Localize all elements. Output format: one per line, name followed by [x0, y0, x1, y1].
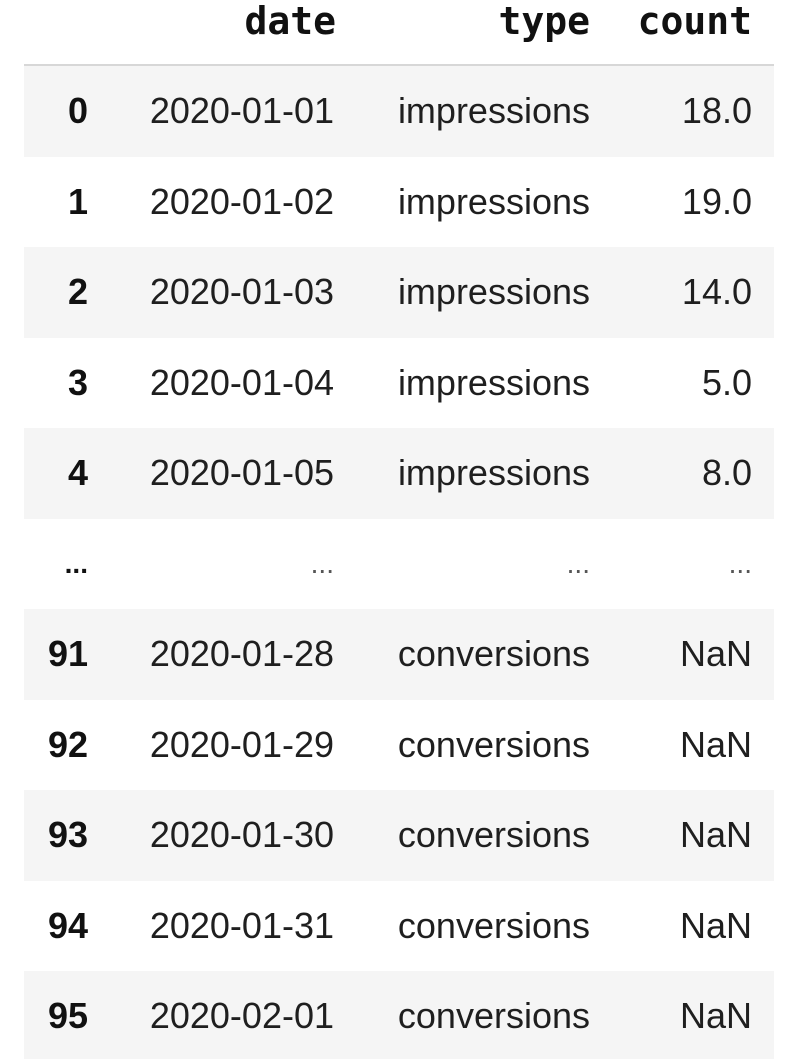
type-cell: conversions	[397, 633, 590, 674]
row-index: 2	[67, 271, 88, 312]
table-row: 92 2020-01-29 conversions NaN	[24, 700, 774, 791]
date-cell: 2020-01-02	[149, 180, 334, 222]
date-cell: 2020-01-04	[149, 361, 334, 403]
row-index: 4	[67, 452, 88, 493]
type-cell: impressions	[397, 271, 590, 312]
date-cell: 2020-01-05	[149, 452, 334, 493]
count-cell: NaN	[679, 904, 752, 946]
count-cell: 18.0	[681, 90, 752, 131]
count-cell: 5.0	[701, 361, 752, 403]
count-cell: 8.0	[701, 452, 752, 493]
table-row: 91 2020-01-28 conversions NaN	[24, 609, 774, 700]
date-cell: 2020-01-29	[149, 723, 334, 765]
column-header-count: count	[637, 0, 752, 43]
row-index: 0	[67, 90, 88, 131]
table-body: 0 2020-01-01 impressions 18.0 1 2020-01-…	[24, 66, 774, 1059]
row-index: 1	[67, 180, 88, 222]
row-index: 93	[47, 814, 88, 855]
truncation-row: ... ... ... ...	[24, 519, 774, 610]
table-row: 1 2020-01-02 impressions 19.0	[24, 157, 774, 248]
table-header: date type count	[0, 0, 800, 64]
row-index: 3	[67, 361, 88, 403]
table-row: 3 2020-01-04 impressions 5.0	[24, 338, 774, 429]
count-cell: 14.0	[681, 271, 752, 312]
date-cell: 2020-01-03	[149, 271, 334, 312]
count-cell: NaN	[679, 723, 752, 765]
column-header-type: type	[498, 0, 590, 43]
count-cell: NaN	[679, 814, 752, 855]
row-index-ellipsis: ...	[64, 547, 88, 579]
type-ellipsis: ...	[566, 547, 590, 579]
count-cell: NaN	[679, 633, 752, 674]
header-divider	[24, 64, 774, 66]
row-index: 95	[47, 995, 88, 1036]
date-cell: 2020-01-28	[149, 633, 334, 674]
type-cell: conversions	[397, 723, 590, 765]
table-row: 93 2020-01-30 conversions NaN	[24, 790, 774, 881]
date-cell: 2020-02-01	[149, 995, 334, 1036]
count-cell: 19.0	[681, 180, 752, 222]
type-cell: impressions	[397, 452, 590, 493]
table-row: 2 2020-01-03 impressions 14.0	[24, 247, 774, 338]
column-header-date: date	[244, 0, 336, 43]
row-index: 91	[47, 633, 88, 674]
table-row: 94 2020-01-31 conversions NaN	[24, 881, 774, 972]
date-cell: 2020-01-01	[149, 90, 334, 131]
date-ellipsis: ...	[310, 547, 334, 579]
table-row: 95 2020-02-01 conversions NaN	[24, 971, 774, 1059]
count-cell: NaN	[679, 995, 752, 1036]
table-row: 4 2020-01-05 impressions 8.0	[24, 428, 774, 519]
type-cell: impressions	[397, 361, 590, 403]
type-cell: conversions	[397, 814, 590, 855]
date-cell: 2020-01-30	[149, 814, 334, 855]
type-cell: conversions	[397, 995, 590, 1036]
table-row: 0 2020-01-01 impressions 18.0	[24, 66, 774, 157]
type-cell: impressions	[397, 90, 590, 131]
type-cell: impressions	[397, 180, 590, 222]
type-cell: conversions	[397, 904, 590, 946]
row-index: 94	[47, 904, 88, 946]
date-cell: 2020-01-31	[149, 904, 334, 946]
row-index: 92	[47, 723, 88, 765]
count-ellipsis: ...	[728, 547, 752, 579]
